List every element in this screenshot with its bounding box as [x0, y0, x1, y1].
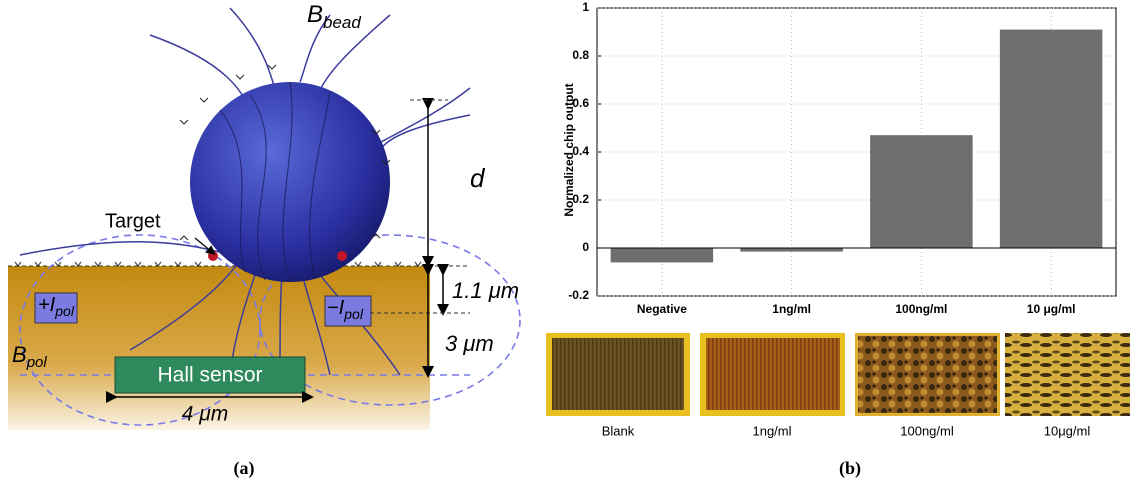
- thickness-top-label: 1.1 μm: [452, 278, 519, 303]
- x-tick-label: 10 μg/ml: [1027, 302, 1076, 316]
- bar: [999, 29, 1103, 248]
- y-tick-label: 0.2: [572, 192, 589, 206]
- width-label: 4 μm: [182, 403, 229, 426]
- d-label: d: [470, 163, 486, 193]
- label-sub: pol: [343, 306, 364, 322]
- bead: [190, 82, 390, 282]
- minus-coil: [324, 295, 372, 327]
- x-tick-label: Negative: [637, 302, 687, 316]
- target-label: Target: [105, 210, 161, 232]
- y-tick-label: -0.2: [568, 288, 589, 302]
- micrograph: [1005, 333, 1130, 416]
- label-main: +I: [38, 294, 56, 316]
- bar: [740, 248, 843, 252]
- label-main: B: [12, 342, 27, 367]
- bar: [610, 248, 714, 263]
- label-main: −I: [327, 297, 345, 319]
- y-tick-label: 0: [582, 240, 589, 254]
- panel-a: Bbead d Target 1.1 μm 3 μm +Ipol −Ipol B…: [8, 1, 521, 479]
- y-axis-label: Normalized chip output: [562, 83, 576, 216]
- micrograph-label: 100ng/ml: [900, 423, 954, 438]
- micrographs: Blank 1ng/ml 100ng/ml 10μg/ml (b): [546, 333, 1130, 479]
- minus-ipol-label: −Ipol: [327, 297, 364, 321]
- micrograph-label: 1ng/ml: [752, 423, 791, 438]
- hall-sensor-label: Hall sensor: [157, 364, 262, 387]
- label-main: B: [307, 1, 323, 28]
- y-tick-label: 0.4: [572, 144, 589, 158]
- y-tick-label: 0.6: [572, 96, 589, 110]
- x-tick-label: 1ng/ml: [772, 302, 811, 316]
- label-sub: bead: [323, 13, 361, 32]
- label-sub: pol: [54, 303, 75, 319]
- hall-sensor: [114, 356, 306, 394]
- plus-coil: [34, 292, 78, 324]
- caption-b: (b): [839, 458, 861, 479]
- plus-ipol-label: +Ipol: [38, 294, 75, 318]
- b-pol-label: Bpol: [12, 342, 47, 371]
- x-tick-label: 100ng/ml: [895, 302, 947, 316]
- bar-chart: Normalized chip output -0.2 0 0.2 0.4 0.6 0.8…: [562, 0, 1117, 316]
- label-sub: pol: [26, 354, 48, 371]
- thickness-total-label: 3 μm: [445, 331, 494, 356]
- y-tick-label: 1: [582, 0, 589, 14]
- polarizing-field: [19, 234, 521, 426]
- micrograph-label: Blank: [602, 423, 635, 438]
- micrograph-label: 10μg/ml: [1044, 423, 1091, 438]
- y-tick-label: 0.8: [572, 48, 589, 62]
- b-bead-label: Bbead: [307, 1, 361, 32]
- caption-a: (a): [234, 458, 255, 479]
- bar: [870, 135, 973, 248]
